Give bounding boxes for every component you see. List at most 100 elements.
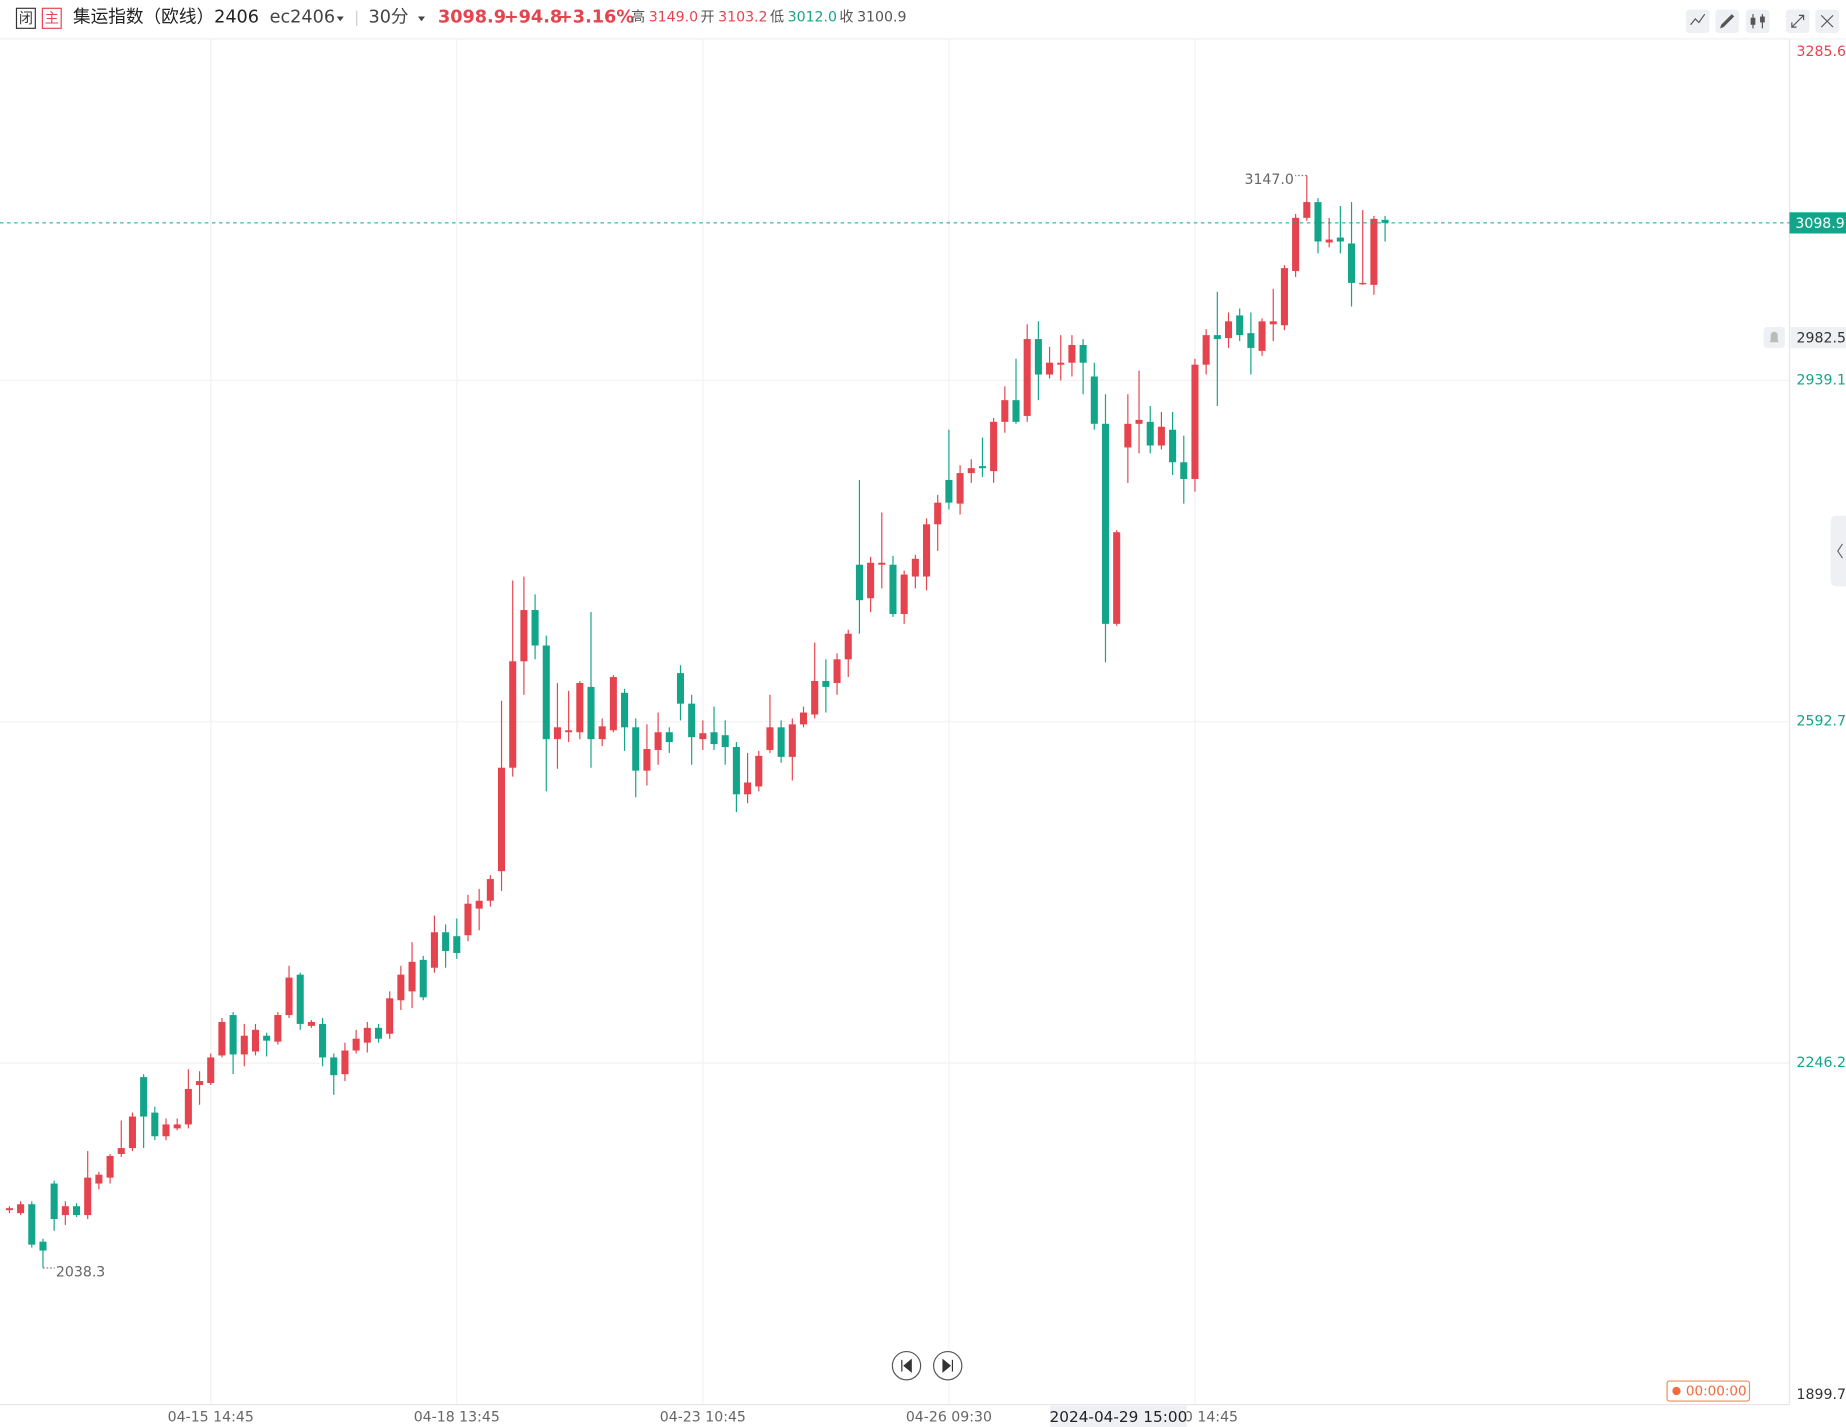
quote-value: 3103.2 [718,10,767,26]
badge-box[interactable] [15,7,36,29]
candle-body [1023,339,1031,416]
candle-body [520,610,528,662]
candle-body [285,977,293,1016]
candle-body [1336,237,1344,242]
candle-body [1157,426,1165,446]
candle-body [486,879,494,901]
crosshair-label: 2024-04-29 15:00 [1050,1408,1188,1426]
candle-body [296,974,304,1024]
candle-body [128,1116,136,1149]
candle-body [553,727,561,740]
candle-body [386,998,394,1034]
candle-body [744,782,752,795]
quote-value: 3012.0 [788,10,837,26]
dropdown-caret[interactable] [417,16,426,22]
candle-body [1325,239,1333,243]
candle-body [598,726,606,740]
quote-value: 3149.0 [649,10,698,26]
candle-body [1090,376,1098,424]
candle-body [665,732,673,743]
candle-body [1101,423,1110,624]
candle-body [1359,282,1367,285]
candle-body [587,686,595,740]
y-tick-label: 3285.6 [1797,44,1846,60]
x-tick-label: 04-26 09:30 [906,1410,992,1426]
y-tick-label: 2592.7 [1797,714,1846,730]
period[interactable]: 30分 [368,7,408,28]
x-tick-label: 04-23 10:45 [660,1410,746,1426]
y-tick-label: 1899.7 [1797,1387,1846,1403]
candle-body [1213,335,1221,340]
quote-label: 开 [700,10,714,26]
candle-body [497,767,506,872]
candle-body [229,1015,237,1055]
candle-body [1169,429,1177,463]
badge[interactable]: 主 [45,11,59,27]
x-tick-label: 04-18 13:45 [414,1410,500,1426]
candle-body [240,1035,248,1055]
candle-body [453,936,461,953]
quote-value: 3100.9 [857,10,906,26]
candle-body [363,1027,371,1043]
candle-body [184,1088,192,1125]
quote-label: 收 [839,10,853,26]
max-label: 3147.0 [1244,172,1293,188]
tool-button[interactable] [1745,9,1770,34]
candle-body [867,562,875,599]
candle-body [319,1023,327,1058]
candle-body [196,1081,204,1086]
candle-body [710,732,718,745]
candle-body [1001,400,1009,422]
x-tick-label: 04-15 14:45 [168,1410,254,1426]
candle-body [565,730,573,733]
candle-body [777,727,785,757]
candle-body [341,1050,349,1075]
candle-body [61,1206,69,1216]
candle-body [654,732,662,750]
candle-body [50,1183,58,1220]
alert-bell [1769,331,1779,343]
candle-body [442,932,450,951]
candle-body [1303,202,1311,218]
candle-body [688,703,696,738]
candle-body [5,1208,13,1211]
candle-body [374,1027,383,1039]
badge[interactable]: 闭 [19,11,33,27]
min-label: 2038.3 [56,1265,105,1281]
candle-body [419,959,427,998]
candle-body [1135,419,1143,424]
candle-body [106,1155,114,1178]
candle-body [889,564,897,614]
y-tick-label: 2246.2 [1797,1055,1846,1071]
candle-body [330,1057,338,1076]
quote-label: 高 [631,9,645,26]
badge-box[interactable] [41,7,62,29]
change-pct: +3.16% [558,8,634,28]
candle-body [28,1204,36,1245]
candle-body [509,661,517,768]
symbol[interactable]: ec2406 [270,8,335,28]
candle-body [1124,423,1132,448]
candle-body [542,645,550,740]
candle-body [621,692,629,728]
last-price-badge [1789,212,1846,234]
tool-icon [1820,14,1834,28]
candles [5,175,1389,1268]
candle-body [609,677,617,731]
candle-body [1224,321,1233,339]
candle-body [475,900,483,909]
candle-body [934,502,942,525]
dropdown-caret[interactable] [336,16,344,22]
candle-body [1247,333,1255,348]
candle-body [1280,268,1288,326]
last-price-label: 3098.9 [1795,216,1844,232]
candle-body [945,479,953,503]
tool-icon [1720,14,1735,29]
quote-fields: 高 3149.0 开 3103.2 低 3012.0 收 3100.9 [631,9,906,26]
countdown: 00:00:00 [1686,1384,1747,1400]
candle-body [833,659,841,683]
candle-body [1292,217,1300,272]
